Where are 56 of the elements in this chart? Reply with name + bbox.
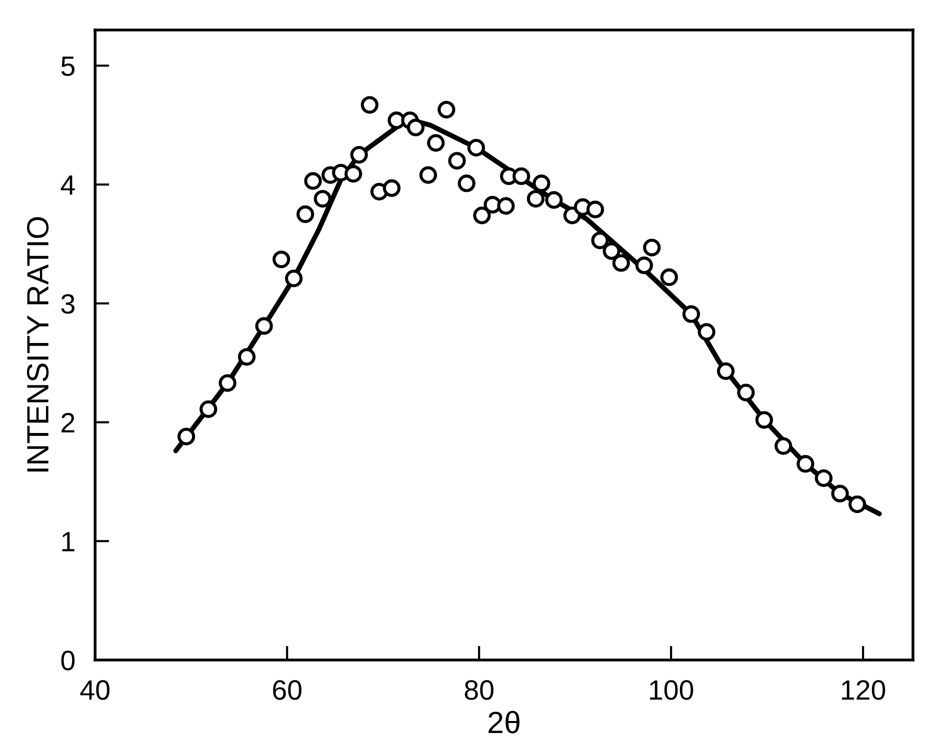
point [284,270,303,288]
point [774,437,792,455]
point [467,138,486,156]
point [643,238,661,256]
point [532,174,550,192]
point [737,384,755,402]
y-tick-label: 1 [62,532,74,552]
x-tick-label: 120 [842,680,886,700]
point [716,362,735,380]
point [755,411,773,429]
point [586,200,604,218]
point [427,134,445,152]
point [406,118,425,136]
point [831,484,849,502]
point [458,174,476,192]
point [218,374,236,392]
point [448,152,466,170]
point [238,348,256,366]
point [526,190,545,208]
point [200,400,218,418]
point [438,100,456,118]
point [360,96,378,114]
x-tick-label: 60 [273,680,302,700]
point [473,206,491,224]
point [512,167,530,186]
y-tick-label: 3 [61,294,74,314]
point [814,469,832,487]
point [382,179,401,197]
point [344,165,362,183]
y-tick-label: 4 [60,175,75,195]
point [635,256,653,274]
point [682,305,700,323]
point [272,250,290,268]
x-tick-label: 40 [80,680,110,700]
y-axis-title: INTENSITY RATIO [26,217,49,472]
point [545,191,563,209]
point [296,205,314,224]
point [314,190,332,208]
point [612,254,630,272]
point [177,428,196,446]
x-tick-label: 80 [464,680,494,700]
x-tick-label: 100 [650,680,694,700]
point [304,172,322,190]
point [660,268,678,286]
x-axis-title: 2θ [488,710,520,734]
y-tick-label: 0 [61,650,75,670]
y-tick-label: 5 [61,56,74,76]
y-tick-label: 2 [62,412,74,432]
point [419,166,438,184]
point [848,495,866,514]
point [698,323,716,341]
point [591,232,609,250]
point [796,455,814,473]
point [255,317,273,335]
point [350,146,368,164]
point [497,197,515,215]
